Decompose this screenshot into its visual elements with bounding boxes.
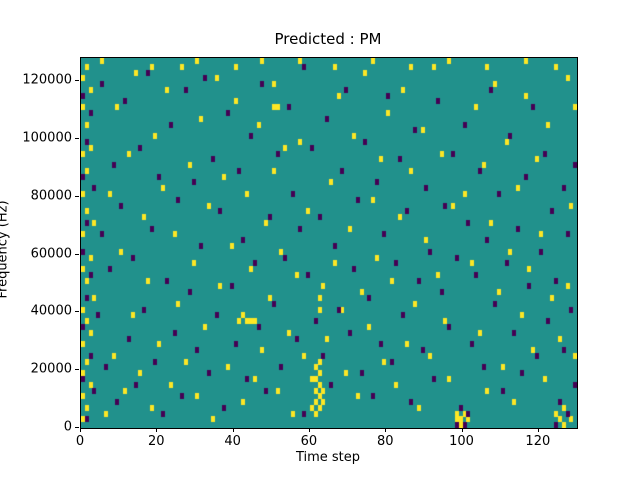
y-tick-mark [75,311,79,313]
y-tick-mark [75,80,79,82]
x-tick-label: 20 [148,434,165,449]
x-tick-mark [537,428,539,432]
x-tick-mark [80,428,81,432]
x-tick-label: 60 [300,434,318,449]
x-tick-mark [461,428,463,432]
x-axis-label: Time step [295,450,361,465]
y-tick-label: 40000 [30,303,72,319]
x-tick-mark [232,428,234,432]
y-tick-label: 80000 [30,188,72,204]
y-tick-mark [75,195,79,197]
y-tick-label: 20000 [30,361,72,377]
y-tick-label: 100000 [22,130,72,146]
plot-area [80,57,578,429]
x-tick-mark [308,428,310,432]
y-axis-label-text: Frequency (Hz) [0,200,11,299]
x-tick-label: 100 [449,434,474,449]
y-tick-mark [75,427,79,428]
chart-title: Predicted : PM [274,30,382,48]
y-tick-label: 60000 [30,246,72,262]
heatmap-canvas [81,58,577,428]
y-tick-label: 0 [63,419,72,435]
y-tick-label: 120000 [22,72,72,88]
x-tick-label: 120 [525,434,551,449]
y-tick-mark [75,253,79,255]
y-axis-label: Frequency (Hz) [0,151,11,298]
x-tick-label: 80 [376,434,394,449]
x-tick-label: 0 [75,434,85,449]
x-tick-mark [385,428,387,432]
y-tick-mark [75,137,79,139]
x-tick-label: 40 [224,434,241,449]
y-tick-mark [75,369,79,371]
x-tick-mark [156,428,158,432]
